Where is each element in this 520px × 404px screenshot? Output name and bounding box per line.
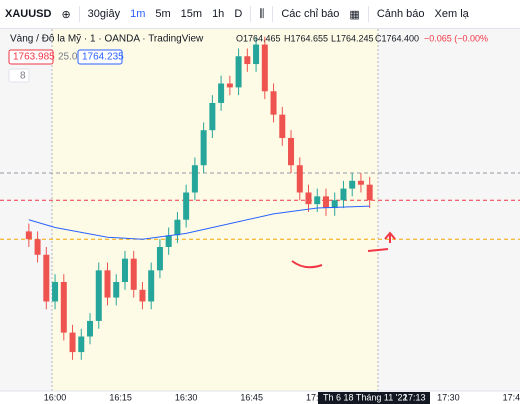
spread: 25.0 <box>58 52 78 63</box>
interval[interactable]: 5m <box>155 8 171 20</box>
legend-high: H1764.655 <box>284 33 328 43</box>
interval[interactable]: D <box>234 8 243 20</box>
candle-body <box>322 196 329 209</box>
candle-body <box>191 165 198 193</box>
candle-body <box>200 130 207 166</box>
candle-body <box>174 219 181 236</box>
candle-body <box>25 231 32 240</box>
interval[interactable]: 30giây <box>87 8 121 20</box>
candle-body <box>69 332 76 353</box>
x-tick-label: 16:30 <box>175 392 198 402</box>
candle-body <box>139 289 146 302</box>
legend-open: O1764.465 <box>236 33 281 43</box>
x-tick-label: 16:45 <box>240 392 263 402</box>
candle-body <box>60 282 67 333</box>
candle-body <box>305 192 312 205</box>
candle-body <box>113 282 120 298</box>
legend-change: −0.065 (−0.00% <box>424 33 488 43</box>
templates[interactable]: ▦ <box>349 8 360 21</box>
candle-body <box>349 180 356 189</box>
candle-body <box>279 114 286 138</box>
candle-body <box>34 239 41 255</box>
candle-body <box>43 254 50 302</box>
indicators[interactable]: Các chỉ báo <box>281 8 340 20</box>
symbol[interactable]: XAUUSD <box>5 8 52 20</box>
candle-body <box>288 137 295 166</box>
candle-body <box>314 196 321 205</box>
candle-body <box>270 91 277 115</box>
candle-body <box>121 258 128 283</box>
session-bg <box>52 29 378 391</box>
legend-close: C1764.400 <box>375 33 419 43</box>
chart: Vàng / Đô la Mỹ · 1 · OANDA · TradingVie… <box>0 29 520 404</box>
candle-body <box>165 235 172 247</box>
candle-body <box>331 200 338 209</box>
legend-title: Vàng / Đô la Mỹ · 1 · OANDA · TradingVie… <box>10 34 204 45</box>
candle-body <box>235 56 242 88</box>
candle-body <box>52 282 59 302</box>
candle-body <box>156 246 163 271</box>
candle-body <box>95 270 102 321</box>
interval[interactable]: 15m <box>180 8 203 20</box>
candle-body <box>78 336 85 353</box>
x-tick-label: 16:15 <box>109 392 132 402</box>
crosshair-label <box>318 392 430 404</box>
interval[interactable]: 1m <box>130 8 146 20</box>
legend-low: L1764.245 <box>331 33 374 43</box>
ask-box[interactable] <box>77 49 123 65</box>
post-session-bg <box>378 29 520 391</box>
candle-body <box>218 83 225 103</box>
x-tick-label: 17:00 <box>306 392 329 402</box>
candle-body <box>366 184 373 201</box>
candle-body <box>130 258 137 290</box>
crosshair-date: Th 6 18 Tháng 11 '22 <box>323 392 407 402</box>
x-tick-label: 16:00 <box>44 392 67 402</box>
candle-body <box>87 320 94 337</box>
candle-body <box>296 165 303 193</box>
indicator-count: 8 <box>20 71 26 82</box>
candle-body <box>226 83 233 88</box>
candle-body <box>340 188 347 201</box>
candle-body <box>209 102 216 131</box>
candle-body <box>183 192 190 220</box>
interval[interactable]: 1h <box>212 8 225 20</box>
ask: 1764.235 <box>82 52 124 63</box>
indicator-toggle[interactable] <box>8 68 30 83</box>
candle-body <box>148 270 155 302</box>
candle-body <box>244 56 251 65</box>
candle-body <box>261 44 268 92</box>
bid-box[interactable] <box>8 49 54 65</box>
candle-body <box>253 44 260 65</box>
x-tick-label: 17:30 <box>437 392 460 402</box>
add-button[interactable]: ⊕ <box>61 8 71 21</box>
chart-type[interactable]: ⫼ <box>259 7 265 20</box>
alerts[interactable]: Cảnh báo <box>376 8 425 20</box>
bid: 1763.985 <box>13 52 55 63</box>
annotation-arrow <box>367 231 396 252</box>
crosshair-time: 17:13 <box>403 392 426 402</box>
toolbar: XAUUSD ⊕ 30giây 1m 5m 15m 1h D ⫼ Các chỉ… <box>0 0 520 29</box>
annotation-curve <box>291 260 323 269</box>
moving-average <box>28 205 370 240</box>
replay[interactable]: Xem lạ <box>434 8 469 20</box>
candle-body <box>357 180 364 185</box>
pre-session-bg <box>0 29 52 391</box>
candle-body <box>104 270 111 298</box>
x-tick-label: 17:45 <box>503 392 520 402</box>
